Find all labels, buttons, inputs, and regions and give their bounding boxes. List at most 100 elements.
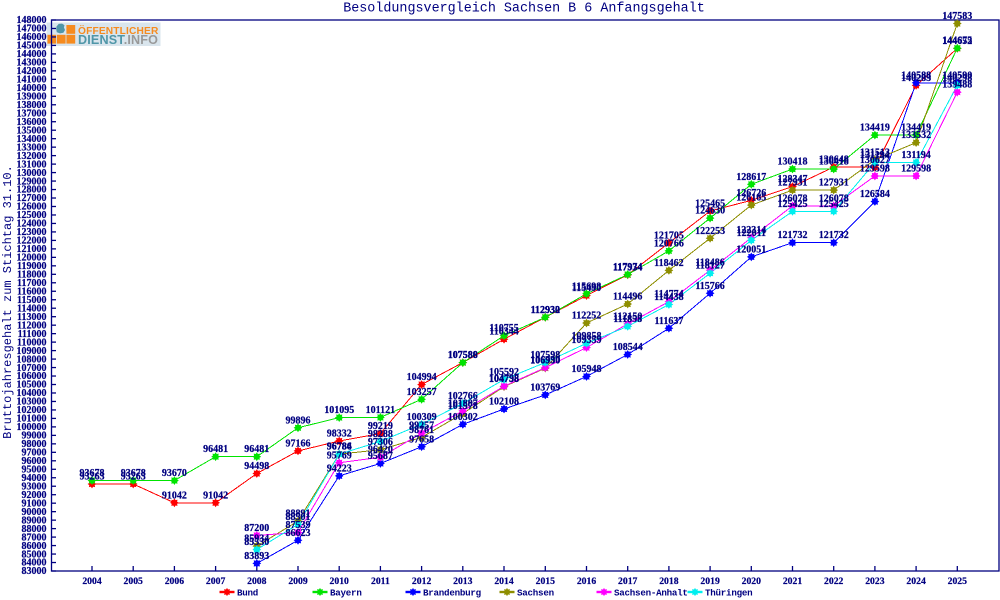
svg-text:87539: 87539: [286, 520, 311, 531]
svg-text:99000: 99000: [22, 431, 47, 442]
svg-text:93000: 93000: [22, 481, 47, 492]
svg-text:94498: 94498: [244, 461, 269, 472]
svg-text:116000: 116000: [17, 286, 46, 297]
svg-text:104738: 104738: [489, 374, 519, 385]
svg-text:99896: 99896: [286, 415, 311, 426]
svg-text:105000: 105000: [17, 380, 47, 391]
svg-text:140590: 140590: [942, 70, 972, 81]
svg-text:112000: 112000: [17, 320, 46, 331]
svg-text:Bruttojahresgehalt zum Stichta: Bruttojahresgehalt zum Stichtag 31.10.: [1, 165, 15, 439]
svg-text:2008: 2008: [247, 576, 267, 587]
svg-text:140000: 140000: [17, 83, 47, 94]
svg-text:112150: 112150: [613, 311, 642, 322]
svg-text:132000: 132000: [17, 151, 47, 162]
svg-text:136000: 136000: [17, 117, 47, 128]
svg-text:121705: 121705: [654, 230, 684, 241]
svg-text:140298: 140298: [942, 73, 972, 84]
svg-text:148000: 148000: [17, 15, 47, 26]
svg-text:100309: 100309: [407, 412, 437, 423]
svg-text:Bayern: Bayern: [330, 588, 362, 599]
svg-text:95000: 95000: [22, 464, 47, 475]
svg-text:104000: 104000: [17, 388, 47, 399]
svg-text:111858: 111858: [613, 314, 642, 325]
svg-text:133532: 133532: [901, 130, 931, 141]
svg-text:126726: 126726: [736, 188, 766, 199]
svg-text:103769: 103769: [530, 382, 560, 393]
svg-text:97166: 97166: [286, 438, 311, 449]
svg-text:128000: 128000: [17, 185, 47, 196]
svg-text:143000: 143000: [17, 58, 47, 69]
svg-text:Sachsen-Anhalt: Sachsen-Anhalt: [614, 588, 688, 599]
svg-text:111000: 111000: [18, 329, 47, 340]
svg-text:112252: 112252: [572, 311, 601, 322]
svg-text:120051: 120051: [736, 244, 766, 255]
svg-text:93670: 93670: [162, 468, 187, 479]
svg-text:Brandenburg: Brandenburg: [423, 588, 481, 599]
svg-text:Sachsen: Sachsen: [517, 588, 554, 599]
svg-text:109858: 109858: [572, 331, 602, 342]
svg-text:96784: 96784: [327, 442, 352, 453]
svg-text:128347: 128347: [778, 174, 808, 185]
svg-text:133000: 133000: [17, 142, 47, 153]
svg-text:129000: 129000: [17, 176, 47, 187]
svg-text:99257: 99257: [409, 421, 434, 432]
svg-text:110755: 110755: [489, 323, 518, 334]
svg-text:95687: 95687: [368, 451, 393, 462]
svg-text:2021: 2021: [783, 576, 803, 587]
svg-text:2013: 2013: [453, 576, 473, 587]
svg-text:100000: 100000: [17, 422, 47, 433]
svg-text:126000: 126000: [17, 202, 47, 213]
svg-text:109359: 109359: [572, 335, 602, 346]
svg-text:125425: 125425: [819, 199, 849, 210]
svg-text:115766: 115766: [695, 281, 724, 292]
svg-text:97658: 97658: [409, 434, 434, 445]
svg-text:96000: 96000: [22, 456, 47, 467]
svg-text:123000: 123000: [17, 227, 47, 238]
svg-text:93678: 93678: [121, 468, 146, 479]
svg-text:101000: 101000: [17, 414, 47, 425]
svg-text:93263: 93263: [80, 472, 105, 483]
svg-text:138000: 138000: [17, 100, 47, 111]
svg-text:106930: 106930: [530, 356, 560, 367]
svg-text:113000: 113000: [17, 312, 46, 323]
svg-text:107000: 107000: [17, 363, 47, 374]
svg-text:129598: 129598: [860, 163, 890, 174]
svg-text:2010: 2010: [330, 576, 350, 587]
svg-text:106000: 106000: [17, 371, 47, 382]
svg-text:135000: 135000: [17, 125, 47, 136]
svg-text:90000: 90000: [22, 507, 47, 518]
svg-text:86000: 86000: [22, 541, 47, 552]
svg-text:98288: 98288: [368, 429, 393, 440]
svg-text:104798: 104798: [489, 374, 519, 385]
svg-text:88891: 88891: [286, 509, 311, 520]
svg-text:102766: 102766: [448, 391, 478, 402]
svg-text:102108: 102108: [489, 397, 519, 408]
svg-text:101121: 101121: [366, 405, 395, 416]
svg-text:97306: 97306: [368, 437, 393, 448]
svg-text:85530: 85530: [244, 537, 269, 548]
svg-text:83000: 83000: [22, 566, 47, 577]
svg-text:118462: 118462: [654, 258, 683, 269]
svg-text:91000: 91000: [22, 498, 47, 509]
svg-text:126584: 126584: [860, 189, 890, 200]
svg-text:96481: 96481: [244, 444, 269, 455]
svg-text:87000: 87000: [22, 532, 47, 543]
svg-text:131194: 131194: [860, 150, 889, 161]
svg-text:134419: 134419: [860, 123, 890, 134]
svg-text:91042: 91042: [162, 490, 187, 501]
svg-text:84000: 84000: [22, 558, 47, 569]
svg-text:131194: 131194: [901, 150, 930, 161]
svg-text:146000: 146000: [17, 32, 47, 43]
svg-text:105948: 105948: [572, 364, 602, 375]
svg-text:128617: 128617: [736, 172, 766, 183]
svg-text:126078: 126078: [819, 193, 849, 204]
svg-text:125000: 125000: [17, 210, 47, 221]
svg-text:109000: 109000: [17, 346, 47, 357]
svg-text:130418: 130418: [778, 157, 808, 168]
svg-text:144000: 144000: [17, 49, 47, 60]
svg-text:88501: 88501: [286, 512, 311, 523]
svg-text:102000: 102000: [17, 405, 47, 416]
svg-text:85934: 85934: [244, 534, 269, 545]
svg-text:2024: 2024: [906, 576, 926, 587]
svg-text:140283: 140283: [901, 73, 931, 84]
